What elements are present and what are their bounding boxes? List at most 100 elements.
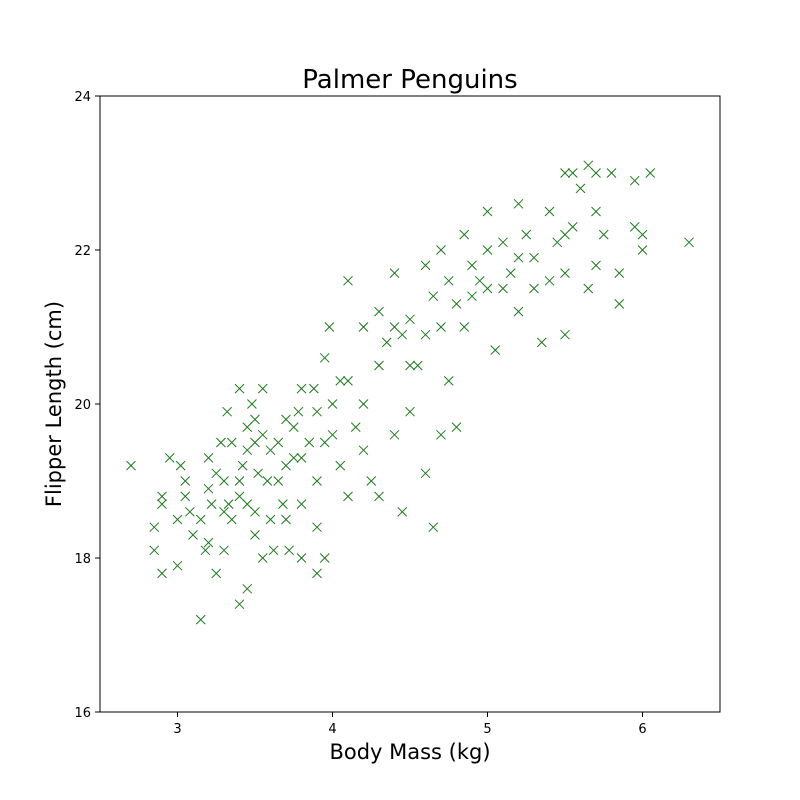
x-tick-label: 6	[638, 722, 646, 737]
scatter-point	[560, 329, 570, 340]
scatter-point	[544, 206, 555, 217]
x-axis-label: Body Mass (kg)	[329, 740, 490, 764]
scatter-point	[591, 206, 601, 217]
scatter-point	[428, 522, 439, 533]
y-tick-label: 18	[74, 552, 91, 567]
scatter-point	[614, 268, 625, 278]
scatter-point	[389, 322, 400, 332]
scatter-point	[164, 453, 175, 463]
scatter-point	[234, 383, 245, 394]
scatter-point	[250, 506, 260, 517]
scatter-point	[319, 437, 330, 448]
scatter-point	[366, 476, 377, 486]
scatter-point	[242, 422, 253, 432]
scatter-point	[482, 283, 493, 294]
scatter-point	[327, 429, 338, 440]
scatter-point	[420, 329, 431, 340]
y-axis-label: Flipper Length (cm)	[42, 301, 66, 507]
scatter-point	[180, 491, 191, 502]
scatter-point	[247, 399, 257, 409]
scatter-point	[222, 406, 232, 417]
scatter-point	[451, 299, 462, 309]
scatter-point	[490, 345, 501, 355]
scatter-point	[216, 437, 226, 448]
scatter-point	[513, 252, 524, 263]
scatter-point	[203, 483, 214, 494]
scatter-point	[281, 514, 291, 525]
scatter-point	[335, 460, 346, 471]
scatter-point	[498, 237, 508, 248]
scatter-point	[175, 460, 186, 471]
scatter-point	[397, 329, 408, 340]
scatter-point	[293, 406, 304, 417]
scatter-point	[498, 283, 508, 294]
scatter-point	[412, 360, 423, 371]
scatter-point	[629, 175, 640, 186]
scatter-point	[157, 499, 167, 509]
x-tick-label: 3	[173, 722, 181, 737]
scatter-point	[358, 445, 369, 456]
scatter-point	[536, 337, 547, 348]
scatter-point	[544, 275, 555, 286]
scatter-point	[319, 553, 330, 563]
scatter-point	[583, 283, 594, 294]
scatter-point	[560, 168, 570, 178]
scatter-point	[575, 183, 586, 194]
scatter-point	[304, 437, 315, 448]
scatter-point	[389, 268, 400, 278]
scatter-point	[583, 160, 594, 171]
scatter-point	[637, 245, 648, 255]
y-tick-label: 16	[74, 706, 91, 721]
scatter-point	[467, 291, 477, 302]
scatter-point	[567, 222, 578, 232]
scatter-point	[389, 429, 400, 440]
x-tick-label: 4	[328, 722, 336, 737]
scatter-point	[219, 476, 229, 486]
scatter-point	[312, 522, 322, 533]
scatter-point	[482, 245, 493, 255]
scatter-point	[436, 322, 446, 332]
plot-frame	[99, 95, 721, 713]
scatter-point	[242, 499, 253, 509]
scatter-point	[296, 553, 307, 563]
scatter-point	[242, 583, 253, 594]
scatter-point	[195, 614, 206, 625]
scatter-point	[262, 476, 273, 486]
scatter-point	[149, 545, 160, 556]
scatter-point	[474, 275, 485, 286]
axis-ticks: 3 4 5 6 16 18 20 22 24	[74, 90, 646, 737]
scatter-point	[250, 414, 260, 425]
scatter-point	[257, 383, 268, 394]
scatter-point	[420, 260, 431, 271]
scatter-point	[513, 198, 524, 209]
scatter-point	[157, 568, 167, 579]
scatter-point	[335, 376, 346, 386]
scatter-point	[529, 252, 539, 263]
scatter-point	[242, 445, 253, 456]
scatter-point	[591, 260, 601, 271]
scatter-point	[296, 453, 307, 463]
scatter-point	[598, 229, 609, 240]
scatter-point	[606, 168, 617, 178]
scatter-point	[172, 514, 183, 525]
scatter-point	[560, 268, 570, 278]
scatter-point	[257, 553, 268, 563]
scatter-point	[343, 275, 353, 286]
scatter-point	[284, 545, 294, 556]
scatter-point	[268, 545, 279, 556]
scatter-point	[185, 506, 195, 517]
scatter-point	[226, 514, 237, 525]
scatter-point	[358, 322, 369, 332]
scatter-point	[374, 491, 384, 502]
scatter-point	[459, 322, 470, 332]
scatter-point	[405, 360, 415, 371]
scatter-point	[203, 537, 214, 548]
scatter-point	[521, 229, 532, 240]
scatter-point	[234, 599, 245, 610]
scatter-point	[200, 545, 211, 556]
scatter-point	[420, 468, 431, 479]
scatter-point	[397, 506, 408, 517]
scatter-point	[265, 514, 276, 525]
scatter-point	[443, 376, 454, 386]
